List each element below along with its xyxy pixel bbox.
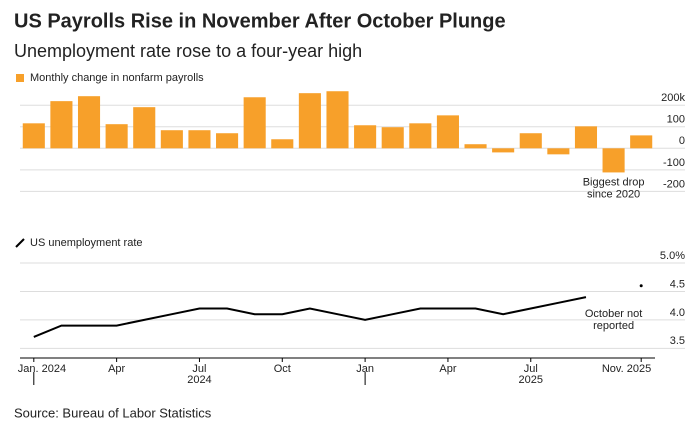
y-tick-label: 5.0% [660, 250, 685, 262]
bar [50, 101, 73, 149]
bar [630, 135, 653, 149]
annotation: October not [585, 308, 642, 320]
legend-swatch [15, 238, 25, 248]
year-label: 2025 [519, 374, 543, 386]
bar [298, 93, 321, 149]
y-tick-label: 0 [679, 135, 685, 147]
y-tick-label: 4.0 [670, 307, 685, 319]
x-tick-label: Apr [108, 363, 125, 375]
point [639, 284, 643, 288]
legend-label: Monthly change in nonfarm payrolls [30, 72, 204, 84]
bar [519, 133, 542, 149]
y-tick-label: 4.5 [670, 278, 685, 290]
x-tick-label: Oct [274, 363, 291, 375]
y-tick-label: -100 [663, 157, 685, 169]
bar [160, 130, 183, 149]
x-tick-label: Jul [524, 363, 538, 375]
x-tick-label: Jan. 2024 [18, 363, 66, 375]
bar [243, 97, 266, 149]
source: Source: Bureau of Labor Statistics [14, 405, 212, 420]
annotation: since 2020 [587, 188, 640, 200]
bar [77, 96, 101, 149]
bar [492, 148, 515, 153]
x-tick-label: Jul [192, 363, 206, 375]
y-tick-label: 200k [661, 92, 685, 104]
subtitle: Unemployment rate rose to a four-year hi… [14, 41, 362, 61]
bar [547, 148, 570, 155]
bar [574, 126, 598, 149]
bar [409, 123, 432, 149]
year-label: 2024 [187, 374, 211, 386]
legend-swatch [16, 74, 24, 82]
bar [188, 130, 211, 149]
bar [464, 144, 487, 149]
bar [216, 133, 239, 149]
title: US Payrolls Rise in November After Octob… [14, 10, 506, 32]
bar [22, 123, 45, 149]
bar [271, 139, 294, 149]
bar [381, 127, 404, 149]
x-tick-label: Nov. 2025 [602, 363, 651, 375]
bar [436, 115, 459, 149]
bar [133, 107, 156, 149]
bar [354, 125, 377, 149]
x-tick-label: Apr [439, 363, 456, 375]
annotation: Biggest drop [583, 176, 645, 188]
legend-label: US unemployment rate [30, 237, 143, 249]
y-tick-label: 100 [667, 114, 685, 126]
bar [105, 124, 128, 149]
y-tick-label: 3.5 [670, 335, 685, 347]
annotation: reported [593, 320, 634, 332]
line [34, 286, 641, 337]
bar [326, 91, 349, 149]
y-tick-label: -200 [663, 178, 685, 190]
bar [602, 148, 625, 173]
x-tick-label: Jan [356, 363, 374, 375]
